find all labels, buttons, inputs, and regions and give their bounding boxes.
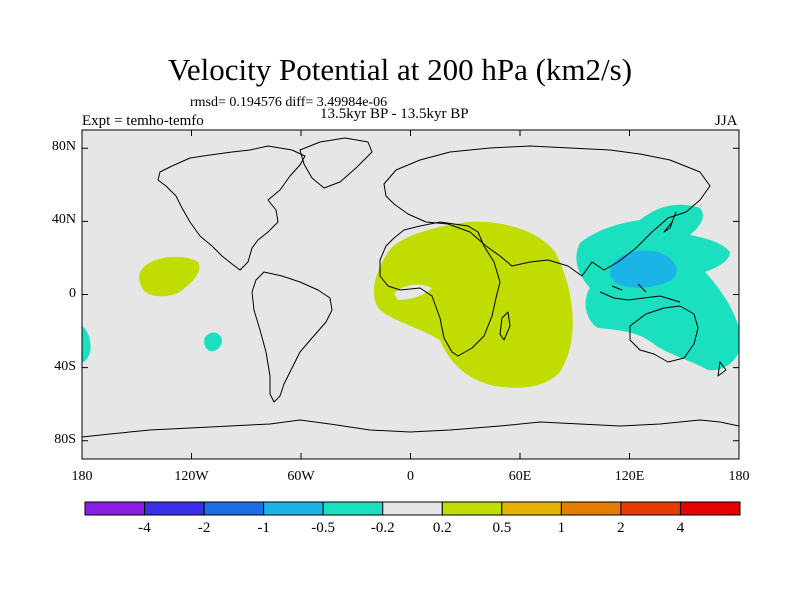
lon-label: 60E	[508, 469, 532, 484]
coastline-australia	[629, 305, 699, 363]
colorbar-swatch	[144, 501, 205, 516]
coastline-indonesia	[599, 283, 681, 303]
plot-title: Velocity Potential at 200 hPa (km2/s)	[167, 52, 633, 87]
lat-label: 80S	[54, 431, 76, 447]
colorbar-swatch	[263, 501, 324, 516]
negative-anomaly-philippine-sea	[610, 250, 677, 288]
season-label: JJA	[715, 113, 738, 129]
negative-anomaly-west-pacific	[576, 204, 739, 371]
colorbar-label: 0.2	[432, 520, 452, 536]
colorbar-swatch	[322, 501, 384, 516]
coastline-eurasia	[383, 145, 711, 277]
negative-anomaly-dateline	[82, 326, 91, 362]
negative-anomaly-gulf-of-guinea	[394, 284, 432, 300]
positive-anomaly-pacific	[139, 256, 200, 297]
lat-label: 40N	[51, 212, 76, 228]
negative-anomaly-south-pacific	[203, 332, 222, 352]
lat-label: 80N	[51, 139, 76, 155]
experiment-label: Expt = temho-temfo	[82, 113, 204, 129]
colorbar-label: -1	[257, 520, 270, 536]
coastline-antarctica	[82, 419, 739, 438]
colorbar-label: 4	[676, 520, 685, 536]
colorbar-label: -0.2	[370, 520, 395, 536]
lon-label: 180	[728, 469, 750, 484]
colorbar-swatch	[620, 501, 681, 516]
colorbar-swatch	[203, 501, 265, 516]
coastline-south-america	[251, 271, 333, 403]
colorbar	[84, 501, 741, 516]
colorbar-label: -2	[197, 520, 211, 536]
coastlines	[82, 137, 739, 438]
lon-label: 180	[71, 469, 93, 484]
coastline-japan	[663, 211, 677, 233]
colorbar-swatch	[501, 501, 562, 516]
coastline-greenland	[299, 137, 373, 189]
plot-subtitle: 13.5kyr BP - 13.5kyr BP	[320, 106, 469, 122]
colorbar-label: 1	[557, 520, 566, 536]
colorbar-label: -0.5	[311, 520, 336, 536]
coastline-madagascar	[499, 311, 511, 341]
lon-label: 120W	[174, 469, 209, 484]
colorbar-swatch	[441, 501, 503, 516]
axis-ticks	[81, 130, 740, 459]
lon-label: 120E	[614, 469, 645, 484]
stats-line: rmsd= 0.194576 diff= 3.49984e-06	[190, 95, 388, 110]
colorbar-swatch	[84, 501, 146, 516]
coastline-new-zealand	[717, 361, 727, 377]
lat-label: 0	[69, 285, 76, 301]
lon-label: 0	[407, 469, 414, 484]
lat-label: 40S	[54, 358, 76, 374]
colorbar-swatch	[560, 501, 622, 516]
lon-label: 60W	[287, 469, 315, 484]
colorbar-swatch	[679, 501, 741, 516]
colorbar-label: -4	[138, 520, 151, 536]
coastline-africa-europe	[379, 221, 501, 357]
coastline-north-america	[157, 145, 306, 271]
colorbar-swatch	[382, 501, 443, 516]
colorbar-label: 0.5	[492, 520, 512, 536]
colorbar-label: 2	[617, 520, 625, 536]
